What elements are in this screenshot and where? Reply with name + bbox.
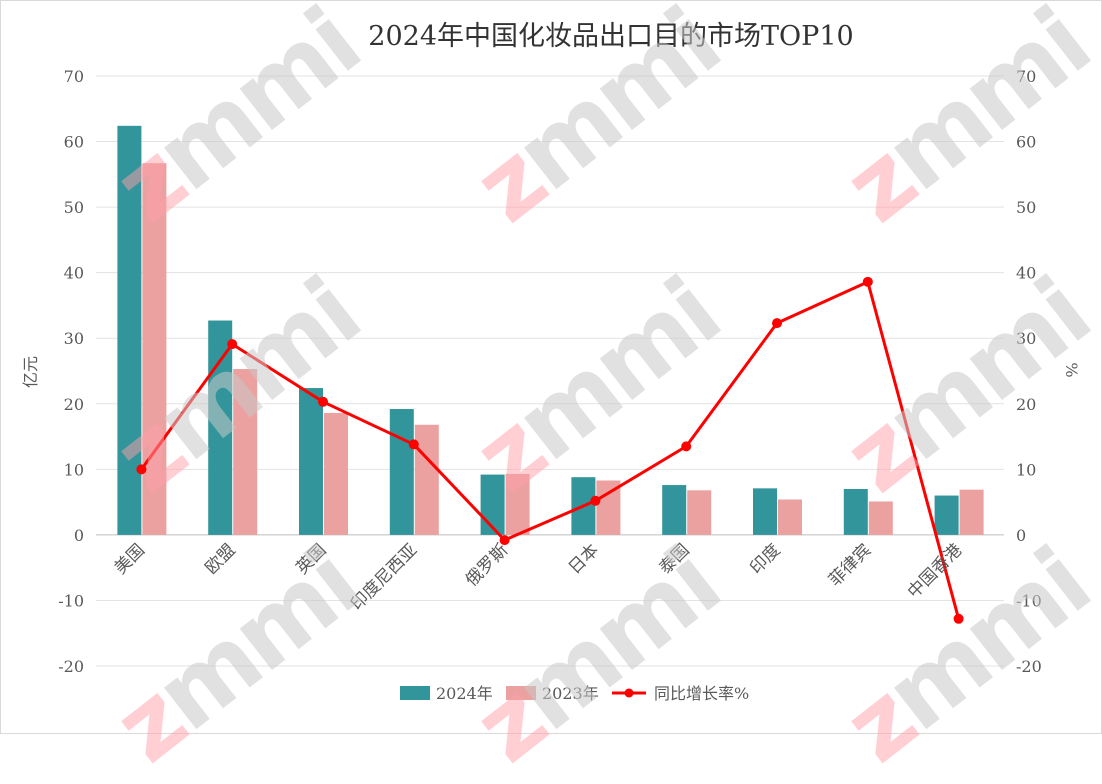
growth-rate-point bbox=[499, 535, 510, 546]
bar-2024 bbox=[117, 125, 142, 535]
category-labels: 美国 欧盟 英国 印度尼西亚 俄罗斯 日本 泰国 印度 菲律宾 中国香港 bbox=[111, 540, 966, 614]
y-axis-label-left: 亿元 bbox=[21, 356, 40, 388]
category-label: 中国香港 bbox=[904, 540, 966, 602]
left-tick-label: 30 bbox=[64, 329, 84, 348]
category-label: 泰国 bbox=[656, 540, 694, 578]
right-axis-ticks: -20 -10 0 10 20 30 40 50 60 70 bbox=[1016, 67, 1042, 676]
left-tick-label: 40 bbox=[64, 264, 84, 283]
growth-rate-point bbox=[953, 613, 964, 624]
right-tick-label: -10 bbox=[1016, 591, 1042, 610]
right-tick-label: 70 bbox=[1016, 67, 1036, 86]
left-tick-label: -20 bbox=[58, 657, 84, 676]
bar-2023 bbox=[324, 412, 348, 535]
left-tick-label: 0 bbox=[74, 526, 84, 545]
bar-2024 bbox=[843, 489, 868, 535]
chart-canvas: -20 -10 0 10 20 30 40 50 60 70 -20 -10 0 10 20 30 40 50 6… bbox=[21, 67, 1081, 703]
category-label: 美国 bbox=[111, 540, 149, 578]
bar-2024 bbox=[208, 320, 233, 535]
right-tick-label: 10 bbox=[1016, 460, 1036, 479]
growth-rate-point bbox=[590, 495, 601, 506]
left-tick-label: 50 bbox=[64, 198, 84, 217]
chart-title: 2024年中国化妆品出口目的市场TOP10 bbox=[368, 21, 854, 52]
growth-rate-line bbox=[140, 280, 961, 620]
bar-2023 bbox=[505, 473, 530, 535]
right-tick-label: 50 bbox=[1016, 198, 1036, 217]
bar-2024 bbox=[662, 485, 687, 535]
bar-2023 bbox=[142, 163, 167, 535]
category-label: 欧盟 bbox=[202, 540, 240, 578]
legend-label-2023: 2023年 bbox=[542, 684, 599, 703]
left-tick-label: -10 bbox=[58, 591, 84, 610]
category-label: 菲律宾 bbox=[825, 540, 875, 590]
category-label: 俄罗斯 bbox=[462, 540, 512, 590]
category-label: 印度 bbox=[746, 540, 784, 578]
bar-2023 bbox=[868, 501, 893, 535]
bar-2023 bbox=[959, 489, 984, 535]
gridlines bbox=[96, 75, 1004, 667]
bar-2023 bbox=[687, 490, 712, 535]
right-tick-label: 30 bbox=[1016, 329, 1036, 348]
bar-2023 bbox=[414, 424, 439, 535]
category-label: 日本 bbox=[565, 540, 603, 578]
legend-swatch-growth-marker bbox=[624, 688, 634, 698]
bar-2024 bbox=[753, 488, 777, 535]
category-label: 印度尼西亚 bbox=[347, 540, 421, 614]
legend: 2024年 2023年 同比增长率% bbox=[400, 684, 749, 703]
bar-2024 bbox=[480, 474, 505, 535]
legend-swatch-2024 bbox=[400, 686, 430, 700]
growth-line bbox=[136, 276, 964, 624]
left-tick-label: 10 bbox=[64, 460, 84, 479]
bar-2023 bbox=[778, 499, 802, 535]
left-tick-label: 60 bbox=[64, 133, 84, 152]
y-axis-label-right: % bbox=[1062, 362, 1081, 377]
bars bbox=[117, 125, 984, 535]
growth-rate-point bbox=[862, 276, 873, 287]
growth-rate-point bbox=[136, 464, 147, 475]
bar-2024 bbox=[934, 495, 959, 535]
right-tick-label: 60 bbox=[1016, 133, 1036, 152]
growth-rate-point bbox=[681, 441, 692, 452]
category-label: 英国 bbox=[292, 540, 330, 578]
bar-2024 bbox=[389, 409, 414, 535]
legend-label-2024: 2024年 bbox=[436, 684, 493, 703]
growth-rate-point bbox=[772, 318, 782, 329]
right-tick-label: 20 bbox=[1016, 395, 1036, 414]
growth-rate-point bbox=[227, 339, 238, 350]
left-axis-ticks: -20 -10 0 10 20 30 40 50 60 70 bbox=[58, 67, 84, 676]
left-tick-label: 20 bbox=[64, 395, 84, 414]
right-tick-label: 40 bbox=[1016, 264, 1036, 283]
left-tick-label: 70 bbox=[64, 67, 84, 86]
bar-2023 bbox=[233, 369, 258, 535]
right-tick-label: 0 bbox=[1016, 526, 1026, 545]
bar-2024 bbox=[299, 388, 323, 535]
right-tick-label: -20 bbox=[1016, 657, 1042, 676]
growth-rate-point bbox=[318, 396, 328, 407]
legend-swatch-2023 bbox=[506, 686, 536, 700]
legend-label-growth: 同比增长率% bbox=[654, 684, 749, 703]
growth-rate-point bbox=[408, 439, 419, 450]
